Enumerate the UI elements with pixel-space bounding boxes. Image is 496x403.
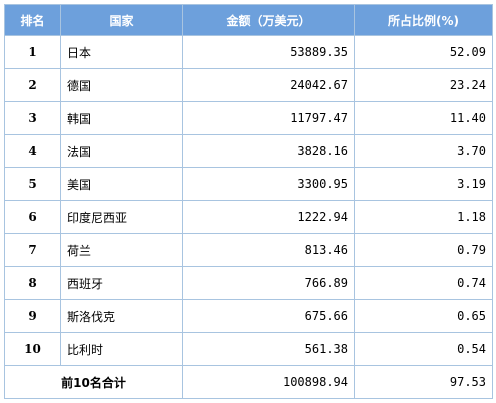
amount-cell: 24042.67: [182, 68, 355, 102]
share-cell: 3.19: [354, 167, 493, 201]
country-cell: 西班牙: [60, 266, 183, 300]
rank-cell: 6: [4, 200, 61, 234]
amount-cell: 11797.47: [182, 101, 355, 135]
rank-cell: 1: [4, 35, 61, 69]
header-row: 排名 国家 金额（万美元） 所占比例(%): [4, 4, 493, 36]
table-row: 2 德国 24042.67 23.24: [4, 68, 493, 102]
table-row: 4 法国 3828.16 3.70: [4, 134, 493, 168]
table-row: 10 比利时 561.38 0.54: [4, 332, 493, 366]
rank-cell: 9: [4, 299, 61, 333]
table-row: 6 印度尼西亚 1222.94 1.18: [4, 200, 493, 234]
amount-cell: 766.89: [182, 266, 355, 300]
rank-cell: 8: [4, 266, 61, 300]
rank-cell: 7: [4, 233, 61, 267]
country-cell: 法国: [60, 134, 183, 168]
total-amount: 100898.94: [182, 365, 355, 399]
amount-cell: 1222.94: [182, 200, 355, 234]
rank-cell: 5: [4, 167, 61, 201]
rank-cell: 3: [4, 101, 61, 135]
country-cell: 荷兰: [60, 233, 183, 267]
table-row: 8 西班牙 766.89 0.74: [4, 266, 493, 300]
share-cell: 0.54: [354, 332, 493, 366]
total-row: 前10名合计 100898.94 97.53: [4, 365, 493, 399]
country-cell: 印度尼西亚: [60, 200, 183, 234]
rank-cell: 10: [4, 332, 61, 366]
country-cell: 斯洛伐克: [60, 299, 183, 333]
amount-cell: 675.66: [182, 299, 355, 333]
share-cell: 0.74: [354, 266, 493, 300]
total-share: 97.53: [354, 365, 493, 399]
table-row: 9 斯洛伐克 675.66 0.65: [4, 299, 493, 333]
country-cell: 韩国: [60, 101, 183, 135]
share-cell: 0.65: [354, 299, 493, 333]
country-cell: 比利时: [60, 332, 183, 366]
amount-cell: 813.46: [182, 233, 355, 267]
total-label: 前10名合计: [4, 365, 183, 399]
share-cell: 1.18: [354, 200, 493, 234]
country-cell: 美国: [60, 167, 183, 201]
table-row: 5 美国 3300.95 3.19: [4, 167, 493, 201]
table-row: 1 日本 53889.35 52.09: [4, 35, 493, 69]
country-cell: 德国: [60, 68, 183, 102]
table-row: 7 荷兰 813.46 0.79: [4, 233, 493, 267]
share-cell: 52.09: [354, 35, 493, 69]
ranking-table: 排名 国家 金额（万美元） 所占比例(%) 1 日本 53889.35 52.0…: [4, 4, 493, 399]
share-cell: 3.70: [354, 134, 493, 168]
share-cell: 0.79: [354, 233, 493, 267]
table-row: 3 韩国 11797.47 11.40: [4, 101, 493, 135]
rank-cell: 2: [4, 68, 61, 102]
header-country: 国家: [60, 4, 183, 36]
share-cell: 11.40: [354, 101, 493, 135]
amount-cell: 3828.16: [182, 134, 355, 168]
amount-cell: 561.38: [182, 332, 355, 366]
country-cell: 日本: [60, 35, 183, 69]
header-share: 所占比例(%): [354, 4, 493, 36]
amount-cell: 3300.95: [182, 167, 355, 201]
rank-cell: 4: [4, 134, 61, 168]
amount-cell: 53889.35: [182, 35, 355, 69]
header-rank: 排名: [4, 4, 61, 36]
share-cell: 23.24: [354, 68, 493, 102]
header-amount: 金额（万美元）: [182, 4, 355, 36]
